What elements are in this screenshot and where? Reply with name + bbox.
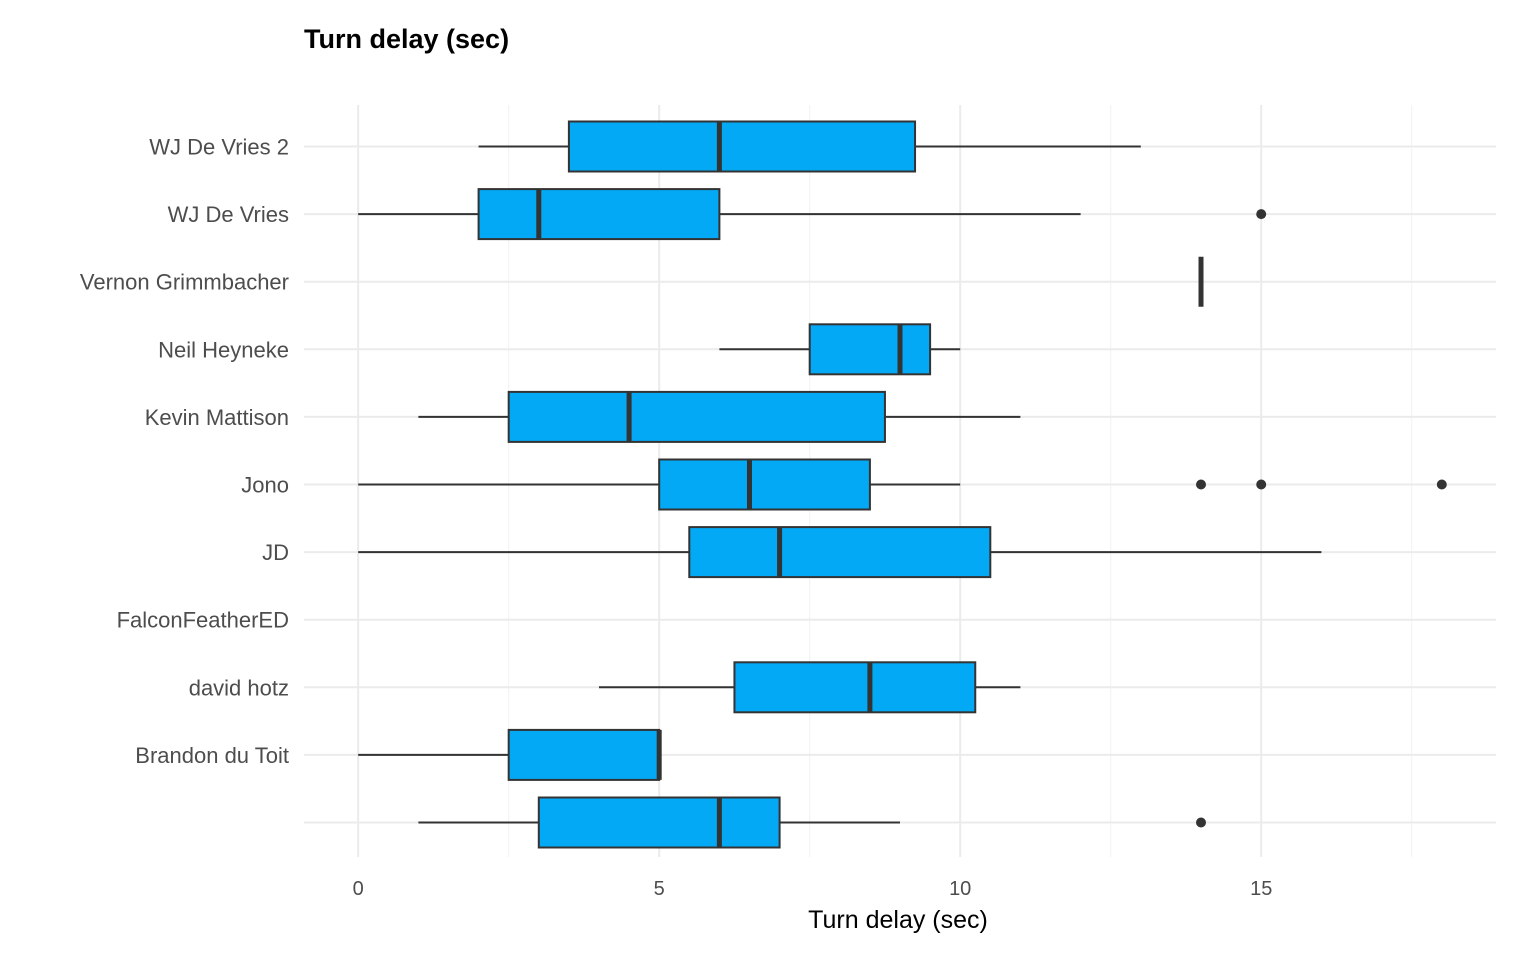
box-wj-de-vries	[358, 188, 1267, 241]
iqr-box	[733, 661, 977, 714]
x-tick-label: 5	[654, 878, 665, 900]
iqr-box	[567, 120, 917, 173]
iqr-box	[507, 390, 886, 443]
iqr-box	[477, 188, 721, 241]
outlier-point	[1436, 479, 1447, 490]
box-jd	[358, 526, 1322, 579]
box-neil-heyneke	[719, 323, 961, 376]
x-tick-label: 0	[353, 878, 364, 900]
iqr-box	[507, 728, 661, 781]
y-tick-label: david hotz	[189, 675, 289, 700]
y-tick-label: WJ De Vries	[168, 202, 289, 227]
y-tick-label: Jono	[241, 473, 289, 498]
box-david-hotz	[598, 661, 1021, 714]
y-axis-labels: Brandon du Toit david hotz FalconFeatherED…	[80, 135, 289, 768]
y-tick-label: WJ De Vries 2	[149, 135, 289, 160]
outlier-point	[1196, 479, 1207, 490]
x-axis-label: Turn delay (sec)	[808, 906, 988, 934]
y-tick-label: JD	[262, 540, 289, 565]
outlier-point	[1196, 817, 1207, 828]
y-tick-label: FalconFeatherED	[117, 608, 289, 633]
outlier-point	[1256, 209, 1267, 220]
x-tick-label: 10	[949, 878, 971, 900]
iqr-box	[537, 796, 781, 849]
iqr-box	[688, 526, 992, 579]
box-brandon-du-toit	[358, 728, 662, 781]
x-tick-label: 15	[1250, 878, 1272, 900]
outlier-point	[1256, 479, 1267, 490]
y-tick-label: Brandon du Toit	[135, 743, 289, 768]
y-tick-label: Kevin Mattison	[145, 405, 289, 430]
box-jono	[358, 458, 1447, 511]
x-axis-ticks: 0 5 10 15	[353, 878, 1273, 900]
boxes	[358, 120, 1447, 849]
box-wj-de-vries-2	[478, 120, 1141, 173]
y-tick-label: Vernon Grimmbacher	[80, 270, 289, 295]
box-kevin-mattison	[418, 390, 1021, 443]
box-unnamed	[418, 796, 1207, 849]
y-tick-label: Neil Heyneke	[158, 337, 289, 362]
iqr-box	[658, 458, 871, 511]
chart-title: Turn delay (sec)	[304, 24, 509, 54]
iqr-box	[808, 323, 932, 376]
